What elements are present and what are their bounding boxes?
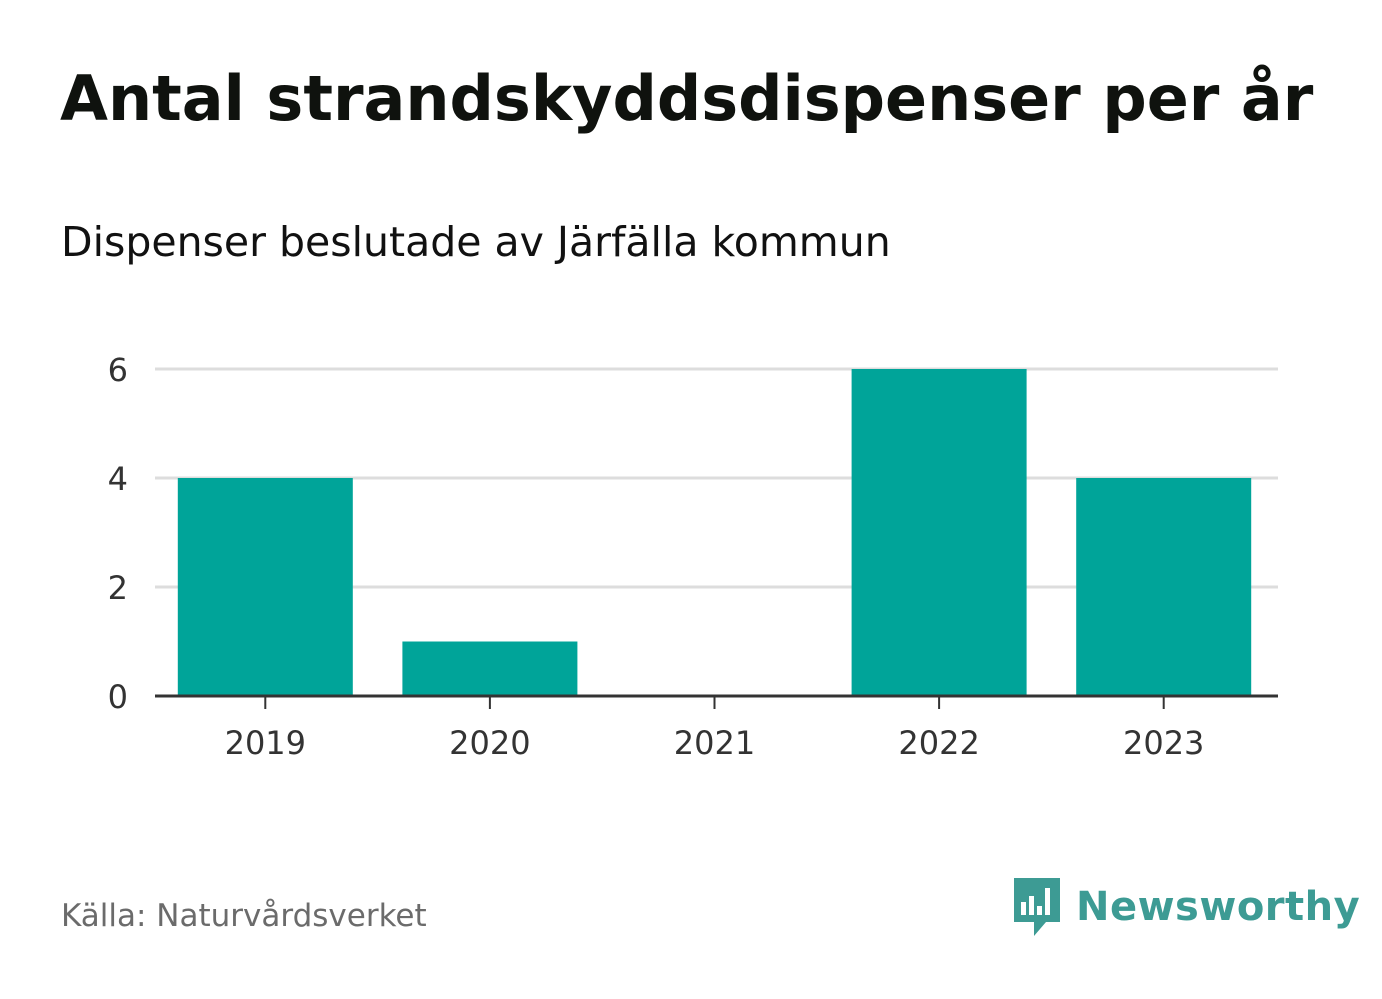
x-tick-label: 2021: [674, 724, 755, 762]
x-tick-label: 2020: [449, 724, 530, 762]
bar-2019[interactable]: [177, 478, 353, 696]
bars: [177, 369, 1252, 697]
x-tick-label: 2023: [1123, 724, 1204, 762]
bar-2023[interactable]: [1076, 478, 1252, 696]
brand-name: Newsworthy: [1076, 884, 1361, 930]
axes: [155, 694, 1278, 709]
x-tick-label: 2022: [898, 724, 979, 762]
bar-chart-speech-bubble-icon: [1014, 878, 1060, 936]
tick-labels: 0 2 4 6 2019 2020 2021 2022 2023: [108, 351, 1205, 762]
source-note: Källa: Naturvårdsverket: [61, 898, 427, 934]
chart-title: Antal strandskyddsdispenser per år: [60, 62, 1314, 135]
brand-logo[interactable]: Newsworthy: [1012, 876, 1360, 938]
x-tick-label: 2019: [225, 724, 306, 762]
chart-subtitle: Dispenser beslutade av Järfälla kommun: [61, 218, 891, 266]
bar-2020[interactable]: [402, 641, 578, 697]
y-tick-label: 4: [108, 460, 128, 498]
y-tick-label: 0: [108, 678, 128, 716]
y-tick-label: 6: [108, 351, 128, 389]
bar-2022[interactable]: [851, 369, 1027, 696]
y-tick-label: 2: [108, 569, 128, 607]
